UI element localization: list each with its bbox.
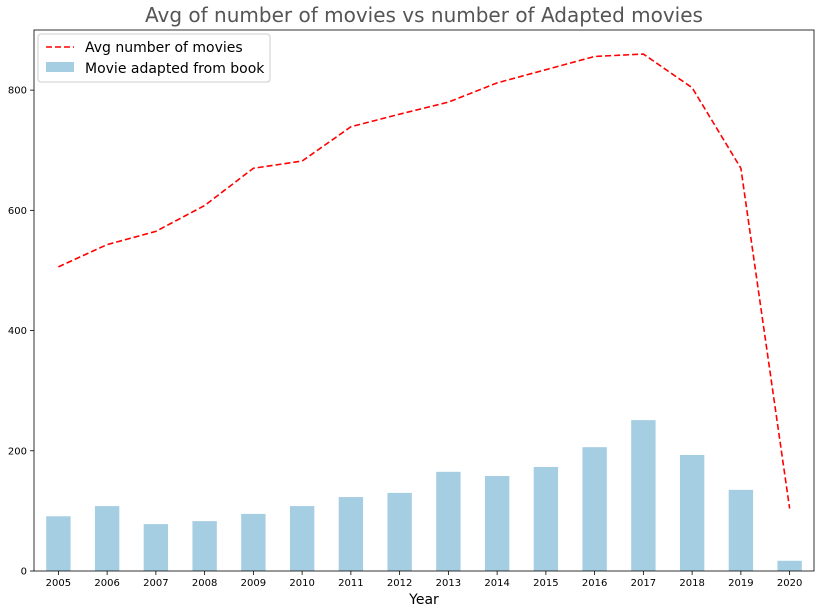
x-tick-label-2006: 2006 — [94, 578, 119, 589]
bar-2010 — [289, 506, 315, 571]
x-tick-label-2010: 2010 — [289, 578, 314, 589]
x-tick-label-2016: 2016 — [582, 578, 607, 589]
bar-2020 — [777, 560, 802, 571]
bar-2014 — [484, 476, 510, 571]
avg-movies-line — [58, 53, 791, 509]
bar-2018 — [679, 454, 705, 571]
y-axis: 0 200 400 600 800 — [8, 86, 34, 578]
bar-2011 — [338, 497, 364, 571]
x-tick-label-2005: 2005 — [46, 578, 71, 589]
x-axis: 2005 2006 2007 2008 2009 2010 2011 2012 2013 2014… — [46, 571, 802, 589]
avg-line-points — [58, 54, 789, 508]
x-tick-label-2011: 2011 — [338, 578, 363, 589]
x-tick-label-2018: 2018 — [679, 578, 704, 589]
legend-label-avg: Avg number of movies — [85, 40, 243, 56]
y-tick-label-0: 0 — [21, 567, 27, 578]
x-tick-label-2009: 2009 — [241, 578, 266, 589]
x-tick-label-2012: 2012 — [387, 578, 412, 589]
chart-title: Avg of number of movies vs number of Ada… — [145, 3, 703, 27]
x-tick-label-2017: 2017 — [631, 578, 656, 589]
bar-2015 — [533, 467, 559, 571]
y-tick-label-800: 800 — [8, 86, 27, 97]
x-tick-label-2020: 2020 — [777, 578, 802, 589]
x-tick-label-2014: 2014 — [484, 578, 509, 589]
bar-2016 — [582, 447, 607, 571]
bar-2007 — [143, 524, 169, 571]
y-tick-label-200: 200 — [8, 446, 27, 457]
x-tick-label-2015: 2015 — [533, 578, 558, 589]
y-tick-label-400: 400 — [8, 326, 27, 337]
bars-group — [46, 420, 802, 571]
legend-bar-swatch — [46, 62, 74, 72]
x-axis-label: Year — [408, 592, 439, 608]
bar-2012 — [387, 492, 412, 571]
x-tick-label-2013: 2013 — [436, 578, 461, 589]
legend-label-adapted: Movie adapted from book — [85, 61, 265, 77]
bar-2019 — [728, 489, 754, 571]
bar-2006 — [94, 506, 120, 571]
bar-2005 — [46, 516, 71, 571]
bar-2017 — [631, 420, 656, 571]
bar-2013 — [436, 471, 461, 571]
legend: Avg number of movies Movie adapted from … — [37, 33, 271, 83]
x-tick-label-2019: 2019 — [728, 578, 753, 589]
bar-2008 — [192, 521, 217, 571]
plot-frame — [33, 29, 815, 572]
plot-area: 2005 2006 2007 2008 2009 2010 2011 2012 2013 2014… — [8, 29, 815, 589]
x-tick-label-2007: 2007 — [143, 578, 168, 589]
bar-2009 — [241, 513, 266, 571]
legend-frame — [37, 33, 271, 83]
x-tick-label-2008: 2008 — [192, 578, 217, 589]
y-tick-label-600: 600 — [8, 206, 27, 217]
